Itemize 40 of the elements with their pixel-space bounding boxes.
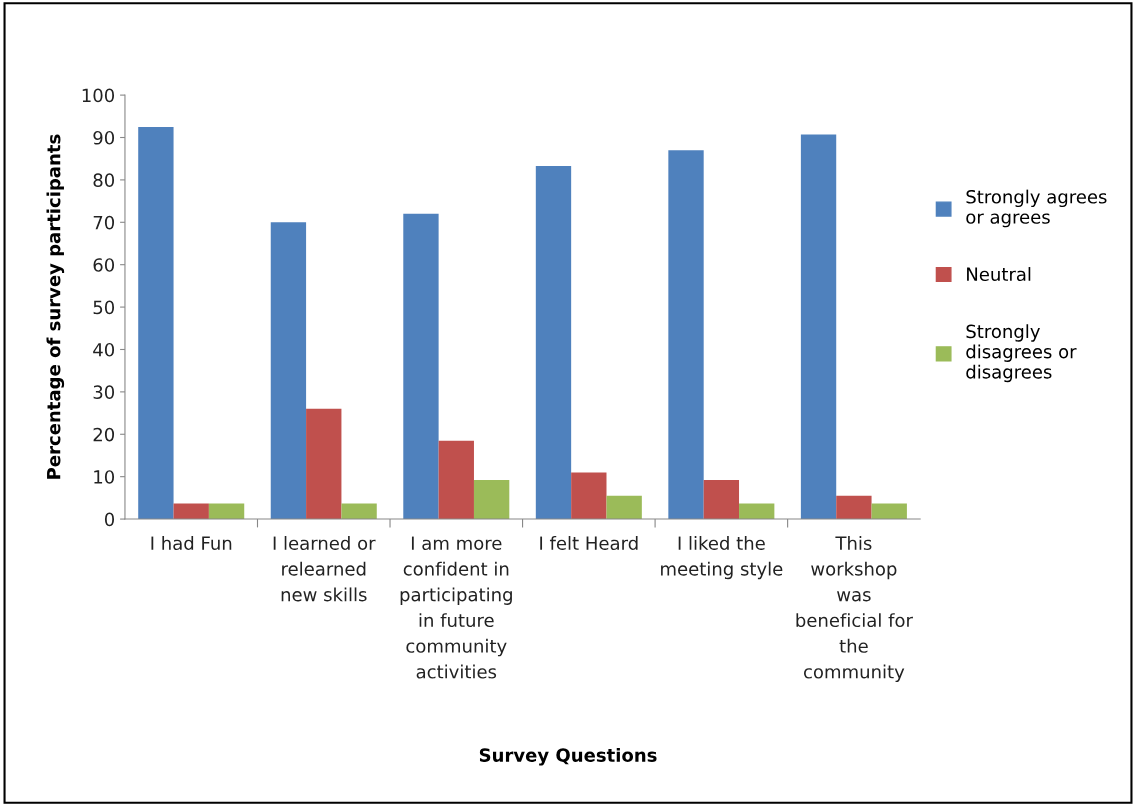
x-axis-title: Survey Questions [479,747,657,766]
bar [438,440,474,520]
bar [208,503,245,520]
bar [173,503,209,520]
y-tick-label: 90 [93,130,115,145]
y-tick-label: 70 [93,215,115,230]
bar [138,126,174,520]
bar [836,495,872,520]
bar [668,150,704,520]
bar [535,165,572,520]
y-tick-label: 10 [94,470,115,484]
legend-label: Strongly disagrees or disagrees [966,324,1077,383]
bar [571,472,607,520]
legend-label: Neutral [967,267,1031,282]
x-tick-label: I am more confident in participating in future community activities [400,536,512,679]
x-tick-label: I learned or relearned new skills [273,536,376,602]
bar [473,480,510,520]
x-tick-label: This workshop was beneficial for the community [796,536,913,683]
bar [341,503,377,520]
y-tick-label: 0 [104,512,115,527]
bar [703,480,740,520]
bar [270,222,307,520]
bar [306,408,342,520]
y-tick-label: 80 [93,173,115,188]
bar [871,503,907,520]
bar [800,134,837,520]
y-axis-title: Percentage of survey participants [46,134,65,479]
bar [606,495,642,520]
bar [739,503,775,520]
y-tick-label: 40 [93,342,115,357]
y-tick-label: 60 [93,258,115,272]
y-tick-label: 100 [82,88,115,103]
bar [403,213,439,520]
x-tick-label: I liked the meeting style [661,536,783,580]
legend-label: Strongly agrees or agrees [966,189,1107,228]
x-tick-label: I felt Heard [540,536,638,550]
y-tick-label: 30 [93,385,115,399]
y-tick-label: 50 [93,300,115,315]
y-tick-label: 20 [93,427,115,442]
x-tick-label: I had Fun [151,536,232,550]
